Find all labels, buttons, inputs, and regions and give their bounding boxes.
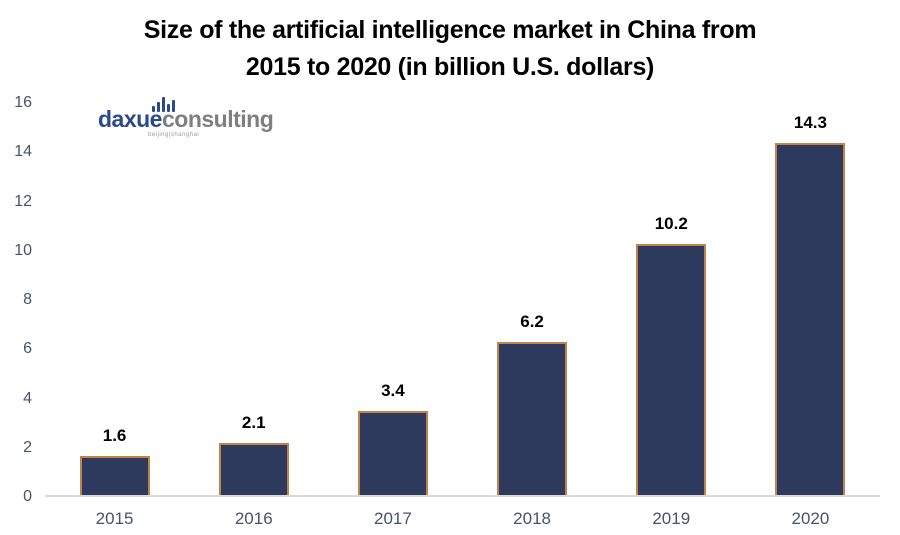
plot-area: 1.6 2015 2.1 2016 3.4 2017 6.2 2018 10.2 2019 14.3… [45, 103, 880, 528]
y-tick-6: 6 [23, 340, 32, 358]
bar-2015 [79, 455, 150, 495]
chart-title: Size of the artificial intelligence mark… [0, 12, 900, 86]
bar-value-2016: 2.1 [241, 413, 266, 433]
x-axis-label-2017: 2017 [373, 509, 412, 528]
logo-wordmark: daxueconsulting [98, 106, 274, 133]
logo-brand-secondary: consulting [161, 106, 274, 132]
bar-2017 [357, 411, 428, 495]
daxue-consulting-logo: daxueconsulting beijing|shanghai [98, 96, 298, 142]
y-tick-14: 14 [14, 143, 32, 161]
y-tick-12: 12 [14, 192, 32, 210]
y-tick-10: 10 [14, 241, 32, 259]
y-tick-0: 0 [23, 488, 32, 505]
x-axis-label-2018: 2018 [513, 509, 551, 528]
logo-bar-chart-icon [152, 96, 175, 112]
y-tick-16: 16 [14, 94, 32, 111]
bar-value-2019: 10.2 [654, 213, 688, 233]
x-axis-label-2015: 2015 [95, 509, 134, 528]
logo-brand-primary: daxue [98, 106, 162, 132]
y-axis: 0 2 4 6 8 10 12 14 16 [0, 94, 32, 505]
chart-title-line2: 2015 to 2020 (in billion U.S. dollars) [245, 53, 655, 81]
chart-title-line1: Size of the artificial intelligence mark… [143, 16, 757, 44]
y-tick-2: 2 [23, 438, 32, 456]
bar-group-2020: 14.3 2020 [775, 113, 846, 528]
bar-value-2020: 14.3 [793, 112, 827, 132]
bar-group-2016: 2.1 2016 [218, 413, 289, 528]
y-tick-4: 4 [23, 389, 32, 407]
x-axis-label-2019: 2019 [652, 509, 691, 528]
bar-value-2015: 1.6 [102, 425, 127, 445]
bar-value-2017: 3.4 [381, 381, 405, 401]
x-axis-label-2020: 2020 [791, 509, 830, 528]
bar-value-2018: 6.2 [520, 312, 544, 332]
bar-group-2015: 1.6 2015 [79, 426, 150, 528]
y-tick-8: 8 [23, 291, 32, 308]
logo-tagline: beijing|shanghai [148, 132, 200, 138]
bar-2018 [497, 342, 568, 495]
bar-2016 [218, 443, 289, 495]
bar-group-2019: 10.2 2019 [636, 214, 707, 528]
bar-group-2017: 3.4 2017 [357, 381, 428, 528]
bar-group-2018: 6.2 2018 [497, 312, 568, 528]
bar-2019 [636, 243, 707, 495]
x-axis-label-2016: 2016 [234, 509, 273, 528]
bar-2020 [775, 142, 846, 495]
